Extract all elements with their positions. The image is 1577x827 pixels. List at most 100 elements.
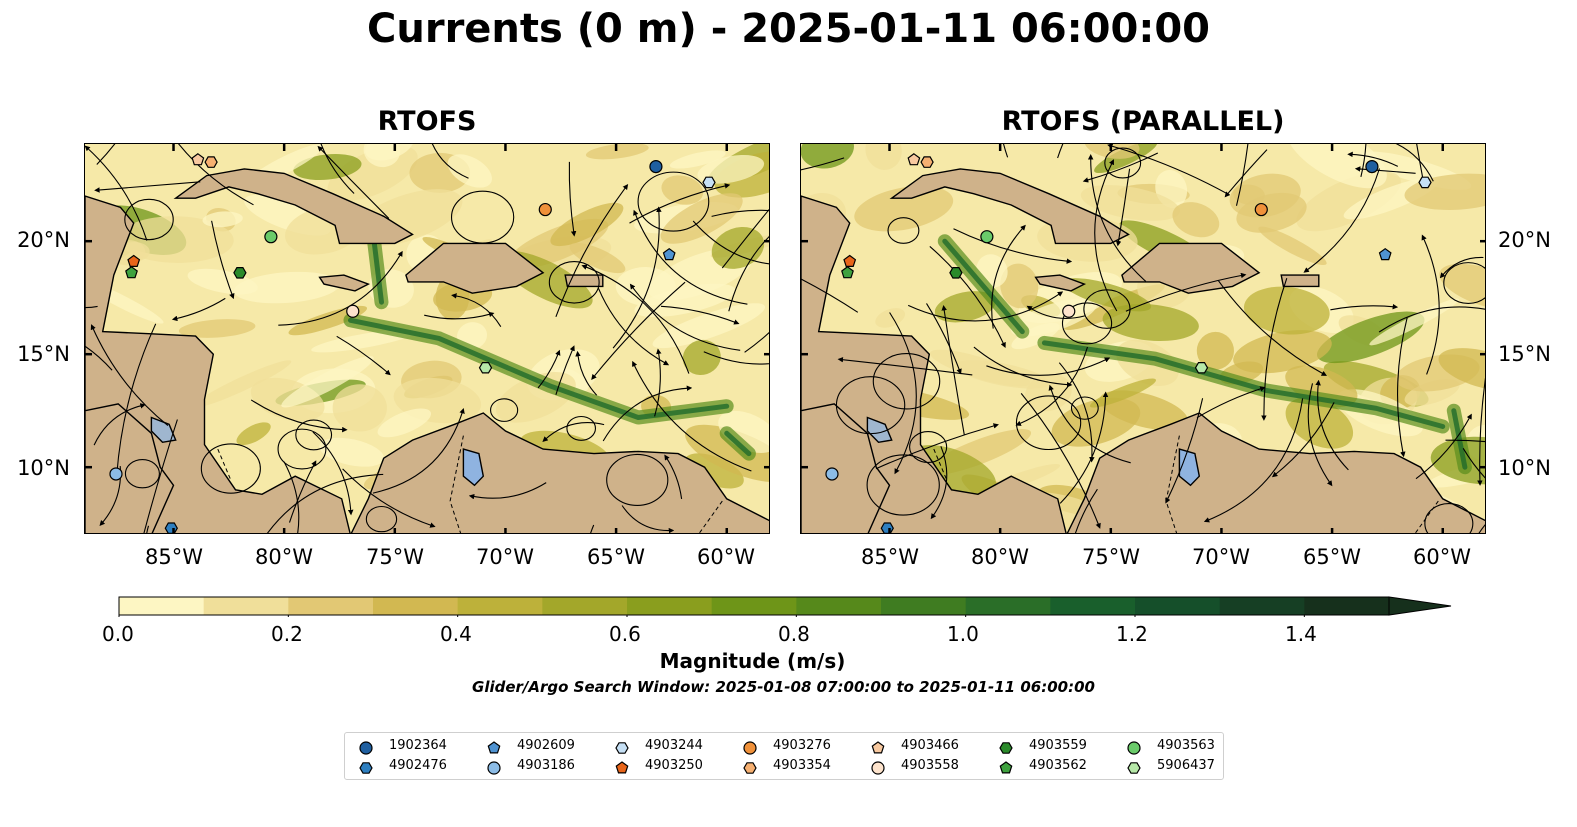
legend-marker-5906437 (1127, 762, 1141, 774)
land-cuba (173, 168, 414, 245)
colorbar-tick-label: 0.4 (440, 622, 472, 646)
legend-label: 4902476 (389, 758, 447, 773)
land-hispaniola (1121, 242, 1261, 294)
colorbar-segment (1219, 597, 1305, 615)
land-hispaniola (405, 242, 545, 294)
lat-tick-label-left: 20°N (17, 228, 70, 252)
colorbar-segment (542, 597, 628, 615)
float-marker-4903466 (907, 153, 921, 166)
lon-tick-label-left: 75°W (366, 545, 424, 569)
land-pacific-coast (801, 403, 891, 533)
legend-marker-icon (743, 762, 757, 774)
land-pacific-coast (85, 403, 175, 533)
lon-tick-label-right: 85°W (861, 545, 919, 569)
lon-tick-label-right: 70°W (1192, 545, 1250, 569)
colorbar-segment (881, 597, 967, 615)
legend-marker-4903563 (1127, 741, 1141, 755)
legend-marker-icon (487, 761, 501, 775)
colorbar-segment (119, 597, 205, 615)
float-marker-4903276 (1254, 202, 1268, 217)
legend-label: 4903466 (901, 738, 959, 753)
colorbar-segment (1050, 597, 1136, 615)
lon-tick-label-left: 70°W (476, 545, 534, 569)
legend-marker-icon (487, 741, 501, 754)
float-marker-4902609 (662, 247, 676, 261)
colorbar-segment (203, 597, 289, 615)
colorbar-segment (1304, 597, 1390, 615)
colorbar-segment (965, 597, 1051, 615)
legend-label: 1902364 (389, 738, 447, 753)
land-jamaica (318, 274, 371, 292)
legend-marker-icon (1127, 762, 1141, 774)
float-marker-4903186 (109, 467, 123, 481)
figure-title: Currents (0 m) - 2025-01-11 06:00:00 (367, 6, 1210, 52)
legend-marker-4903559 (999, 742, 1013, 754)
legend-marker-4903186 (487, 761, 501, 775)
colorbar-extend-arrow (1388, 596, 1452, 616)
legend-label: 4903244 (645, 738, 703, 753)
float-marker-4903244 (1418, 176, 1432, 189)
lon-tick-label-right: 65°W (1303, 545, 1361, 569)
float-marker-4903186 (825, 467, 839, 481)
legend-marker-icon (871, 741, 885, 754)
legend-marker-icon (743, 741, 757, 755)
legend-marker-4903244 (615, 742, 629, 754)
lon-tick-label-right: 80°W (971, 545, 1029, 569)
land-puerto-rico (564, 274, 604, 288)
float-marker-5906437 (1194, 362, 1209, 374)
search-window-caption: Glider/Argo Search Window: 2025-01-08 07… (472, 678, 1095, 696)
lat-tick-label-right: 15°N (1498, 342, 1551, 366)
lake-nicaragua (150, 416, 177, 444)
legend-marker-4903354 (743, 762, 757, 774)
land-south-america (350, 412, 769, 533)
colorbar (118, 595, 1453, 617)
colorbar-segment (627, 597, 713, 615)
panel-title-rtofs: RTOFS (377, 106, 477, 137)
lat-tick-label-right: 20°N (1498, 228, 1551, 252)
float-marker-4903558 (1062, 304, 1076, 318)
colorbar-segment (796, 597, 882, 615)
colorbar-tick-label: 0.8 (778, 622, 810, 646)
colorbar-tick-label: 0.2 (271, 622, 303, 646)
legend-marker-icon (359, 741, 373, 755)
legend-label: 4903354 (773, 758, 831, 773)
legend-marker-icon (359, 762, 373, 774)
legend-label: 4903186 (517, 758, 575, 773)
legend-label: 4903563 (1157, 738, 1215, 753)
float-marker-4903244 (702, 176, 716, 189)
colorbar-tick-label: 0.0 (102, 622, 134, 646)
legend-label: 5906437 (1157, 758, 1215, 773)
float-marker-4903250 (127, 254, 141, 268)
legend-marker-icon (615, 742, 629, 754)
legend-label: 4903558 (901, 758, 959, 773)
lon-tick-label-left: 60°W (697, 545, 755, 569)
float-marker-4903559 (949, 266, 963, 279)
legend-marker-icon (999, 742, 1013, 754)
legend-label: 4903276 (773, 738, 831, 753)
float-marker-4902476 (164, 522, 178, 533)
legend-marker-4903250 (615, 761, 629, 774)
float-marker-4903276 (538, 202, 552, 217)
float-marker-1902364 (649, 160, 663, 174)
legend-marker-1902364 (359, 741, 373, 755)
land-puerto-rico (1280, 274, 1320, 288)
float-marker-4903354 (920, 156, 934, 168)
lake-nicaragua (866, 416, 893, 444)
map-svg (801, 144, 1485, 533)
colorbar-segment (711, 597, 797, 615)
float-marker-4903559 (233, 266, 247, 279)
legend-marker-icon (999, 761, 1013, 774)
legend-label: 4902609 (517, 738, 575, 753)
lon-tick-label-right: 60°W (1413, 545, 1471, 569)
float-legend: 1902364 4902476 4902609 4903186 4903244 … (344, 732, 1224, 780)
float-marker-4902476 (880, 522, 894, 533)
map-panel-rtofs (84, 143, 770, 534)
colorbar-segment (288, 597, 374, 615)
float-marker-1902364 (1365, 160, 1379, 174)
legend-marker-icon (871, 761, 885, 775)
legend-marker-4902609 (487, 741, 501, 754)
lake-maracaibo (462, 448, 485, 487)
land-jamaica (1034, 274, 1087, 292)
float-marker-4903562 (841, 266, 854, 279)
colorbar-tick-label: 1.4 (1285, 622, 1317, 646)
